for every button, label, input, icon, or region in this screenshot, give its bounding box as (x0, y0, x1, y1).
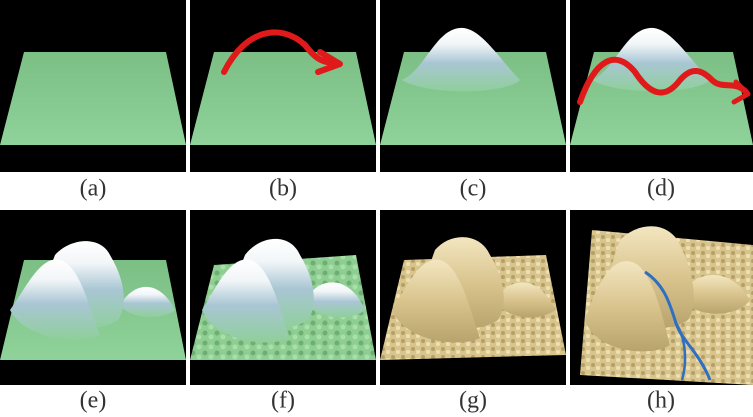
panel-label: (c) (460, 176, 487, 202)
figure: (a) (b) (c) (d) (e) (f) (g) (h) (0, 0, 753, 417)
panel-label: (a) (80, 176, 107, 202)
panel-label: (b) (269, 176, 297, 202)
panel-g (380, 210, 566, 385)
panel-h (570, 210, 753, 385)
panel-a (0, 0, 186, 172)
panel-f (190, 210, 376, 385)
ground-plane (0, 52, 186, 145)
page: (a) (b) (c) (d) (e) (f) (g) (h) (() => {… (0, 0, 753, 417)
panel-d (570, 0, 753, 172)
panel-label: (d) (647, 176, 675, 202)
panel-label: (g) (459, 388, 487, 414)
panel-c (380, 0, 566, 172)
panel-label: (f) (271, 388, 295, 414)
panel-label: (h) (647, 388, 675, 414)
panel-label: (e) (80, 388, 107, 414)
panel-b (190, 0, 376, 172)
ground-plane (190, 52, 376, 145)
panel-e (0, 210, 186, 385)
